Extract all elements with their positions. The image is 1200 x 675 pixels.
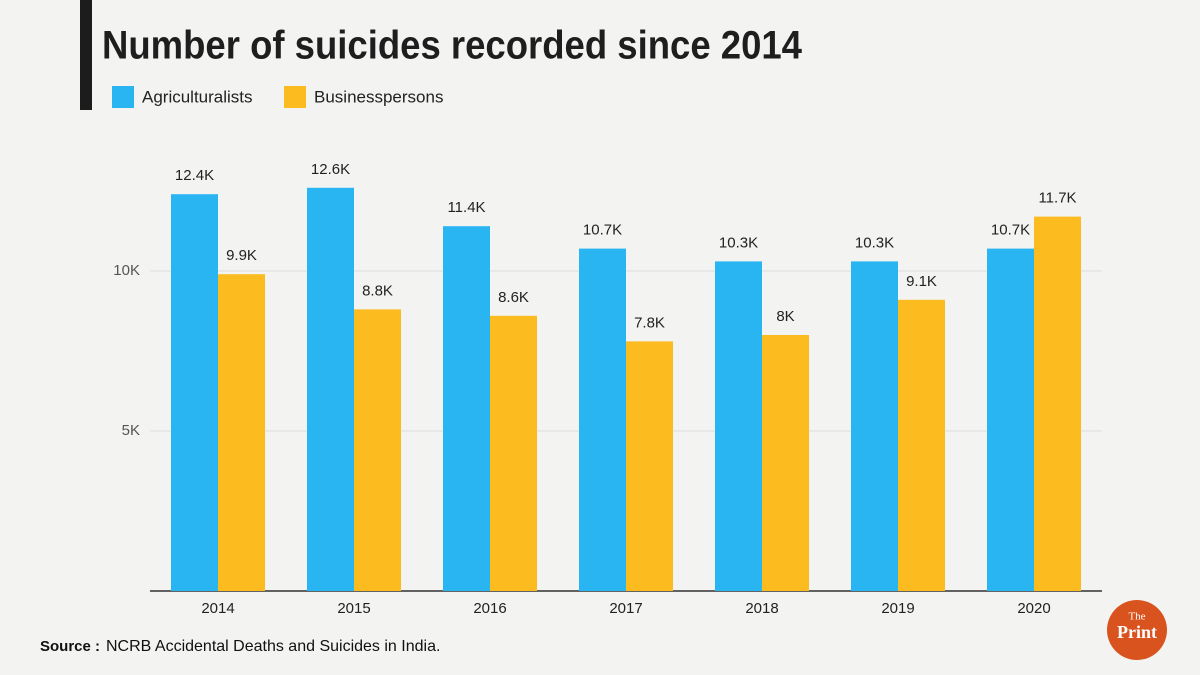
- bar: [579, 248, 626, 591]
- bar: [354, 309, 401, 591]
- x-tick-label: 2014: [201, 600, 234, 617]
- bar: [851, 261, 898, 591]
- source-label: Source :: [40, 638, 100, 655]
- value-label: 8.6K: [498, 289, 529, 306]
- y-tick-label: 5K: [122, 422, 140, 439]
- legend-swatch: [112, 86, 134, 108]
- x-tick-label: 2018: [745, 600, 778, 617]
- bar: [626, 341, 673, 591]
- value-label: 7.8K: [634, 314, 665, 331]
- logo-top: The: [1128, 611, 1145, 623]
- title-accent: [80, 0, 92, 110]
- logo-bottom: Print: [1117, 622, 1157, 642]
- value-label: 12.4K: [175, 167, 214, 184]
- bar: [218, 274, 265, 591]
- value-label: 8K: [776, 308, 794, 325]
- legend-swatch: [284, 86, 306, 108]
- x-tick-label: 2019: [881, 600, 914, 617]
- value-label: 10.3K: [719, 234, 758, 251]
- bar: [1034, 216, 1081, 591]
- x-tick-label: 2016: [473, 600, 506, 617]
- value-label: 9.1K: [906, 273, 937, 290]
- bar: [898, 299, 945, 591]
- bar: [171, 194, 218, 591]
- value-label: 9.9K: [226, 247, 257, 264]
- bar: [490, 315, 537, 591]
- value-label: 11.4K: [447, 199, 485, 216]
- bar: [715, 261, 762, 591]
- bar: [307, 187, 354, 592]
- x-tick-label: 2017: [609, 600, 642, 617]
- value-label: 10.3K: [855, 234, 894, 251]
- value-label: 8.8K: [362, 282, 393, 299]
- value-label: 10.7K: [583, 222, 622, 239]
- x-tick-label: 2020: [1017, 600, 1050, 617]
- x-tick-label: 2015: [337, 600, 370, 617]
- value-label: 10.7K: [991, 222, 1030, 239]
- chart-title: Number of suicides recorded since 2014: [102, 24, 803, 68]
- bar: [762, 335, 809, 591]
- legend-label: Agriculturalists: [142, 87, 253, 106]
- source: NCRB Accidental Deaths and Suicides in I…: [106, 638, 440, 655]
- value-label: 11.7K: [1038, 190, 1076, 207]
- y-tick-label: 10K: [113, 262, 140, 279]
- legend-label: Businesspersons: [314, 87, 443, 106]
- bar: [443, 226, 490, 591]
- bar: [987, 248, 1034, 591]
- value-label: 12.6K: [311, 161, 350, 178]
- logo-badge: [1107, 600, 1167, 660]
